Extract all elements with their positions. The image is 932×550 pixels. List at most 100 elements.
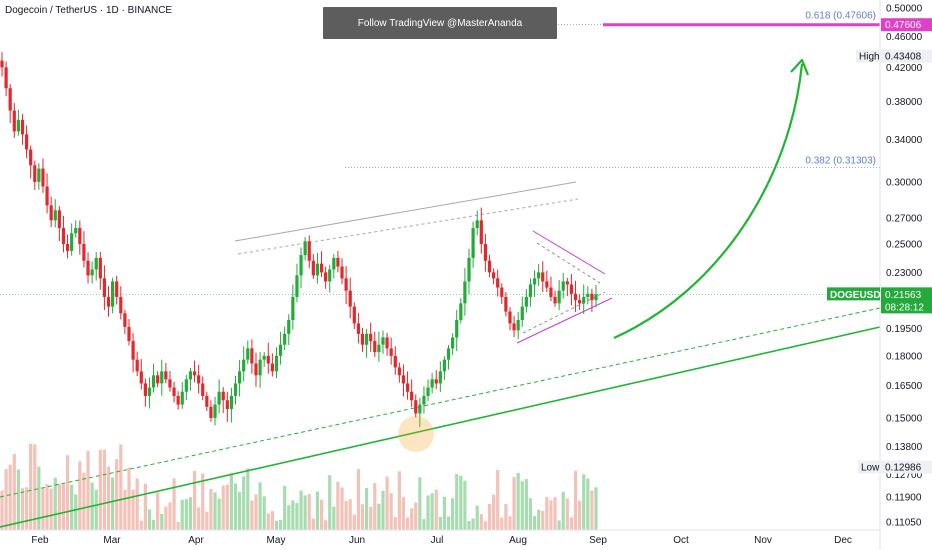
volume-bar (188, 497, 193, 530)
volume-bar (487, 504, 492, 530)
volume-bar (41, 487, 45, 530)
candle (262, 351, 266, 367)
candle (319, 251, 324, 277)
volume-bar (139, 520, 143, 530)
volume-bar (250, 500, 254, 530)
candle (430, 372, 434, 394)
candle-body (278, 344, 283, 356)
volume-bar (233, 483, 238, 530)
volume-bar (393, 517, 397, 530)
candle (254, 352, 258, 387)
drawings-overlay: 0.382 (0.31303) 0.618 (0.47606) (398, 11, 880, 452)
candle-body (356, 323, 360, 334)
x-tick-label: Nov (754, 535, 772, 546)
volume-bar (82, 472, 86, 530)
candle-body (430, 379, 434, 388)
candle (594, 285, 598, 308)
candle-body (451, 337, 455, 349)
candle-body (315, 263, 320, 276)
volume-bar (352, 514, 356, 530)
candle (197, 364, 201, 394)
low-label-bg (858, 460, 880, 474)
candle-body (127, 326, 131, 342)
candle (131, 333, 135, 373)
volume-bar (98, 449, 102, 530)
volume-bar (303, 495, 307, 530)
fib-618-label: 0.618 (0.47606) (805, 11, 876, 22)
volume-bar (483, 521, 487, 530)
candle (455, 309, 459, 351)
candle-body (471, 228, 475, 258)
time-axis[interactable]: Feb Mar Apr May Jun Jul Aug Sep Oct Nov Dec (0, 529, 880, 546)
candle (168, 371, 172, 392)
triangle-lower (516, 297, 613, 344)
volume-bar (405, 517, 410, 530)
candle-body (192, 371, 197, 376)
volume-bar (287, 505, 291, 530)
candle-body (528, 284, 533, 297)
candle (467, 248, 471, 295)
volume-bar (528, 498, 533, 530)
x-tick-label: Dec (834, 535, 852, 546)
volume-bar (115, 459, 119, 530)
candle-body (291, 296, 295, 320)
candle-body (176, 395, 180, 405)
candle (356, 312, 360, 344)
volume-bar (430, 493, 434, 530)
candle (307, 235, 311, 269)
candle (586, 286, 590, 305)
x-tick-label: Oct (673, 535, 689, 546)
volume-bar (4, 469, 8, 530)
volume-bar (274, 520, 279, 530)
volume-bar (238, 492, 242, 530)
candle-body (287, 319, 291, 334)
candle-body (53, 210, 57, 221)
candle (516, 311, 520, 340)
volume-bar (520, 481, 524, 530)
volume-bar (184, 499, 188, 530)
volume-bar (299, 490, 303, 530)
bar-countdown: 08:28:12 (885, 302, 924, 313)
triangle-upper-dashed (536, 242, 601, 284)
volume-bar (446, 516, 451, 530)
candle-body (197, 375, 201, 384)
candle (446, 344, 451, 370)
volume-bar (426, 495, 430, 530)
candle-body (496, 278, 500, 288)
candle (434, 370, 438, 390)
candle (205, 391, 209, 411)
volume-bar (381, 490, 385, 530)
candle (565, 277, 569, 297)
candle (270, 353, 274, 377)
y-tick-label: 0.16500 (886, 381, 923, 392)
price-axis[interactable]: 0.50000 0.46000 0.42000 0.38000 0.34000 0.300… (879, 0, 923, 550)
volume-bar (573, 470, 578, 530)
candle (385, 332, 389, 356)
candle-body (254, 363, 258, 376)
candle-body (553, 296, 557, 304)
candle-body (364, 333, 369, 345)
volume-bar (532, 516, 537, 530)
volume-bar (578, 500, 582, 530)
candle-body (500, 287, 504, 297)
candle-body (188, 371, 193, 380)
candle (311, 254, 315, 280)
candle (414, 394, 418, 418)
candle (508, 307, 512, 331)
candle (569, 274, 574, 306)
candle-body (455, 319, 459, 338)
candle-body (594, 294, 598, 301)
x-tick-label: Jul (431, 535, 444, 546)
candle-body (532, 278, 537, 285)
volume-bar (537, 509, 541, 530)
candle-body (65, 244, 70, 251)
volume-bar (459, 475, 463, 530)
candle (49, 196, 53, 228)
volume-bar (176, 521, 180, 530)
x-tick-label: Apr (188, 535, 204, 546)
candle (143, 378, 147, 407)
volume-bar (8, 464, 12, 530)
candle-body (20, 119, 25, 135)
candle (291, 284, 295, 330)
candle (164, 362, 168, 384)
